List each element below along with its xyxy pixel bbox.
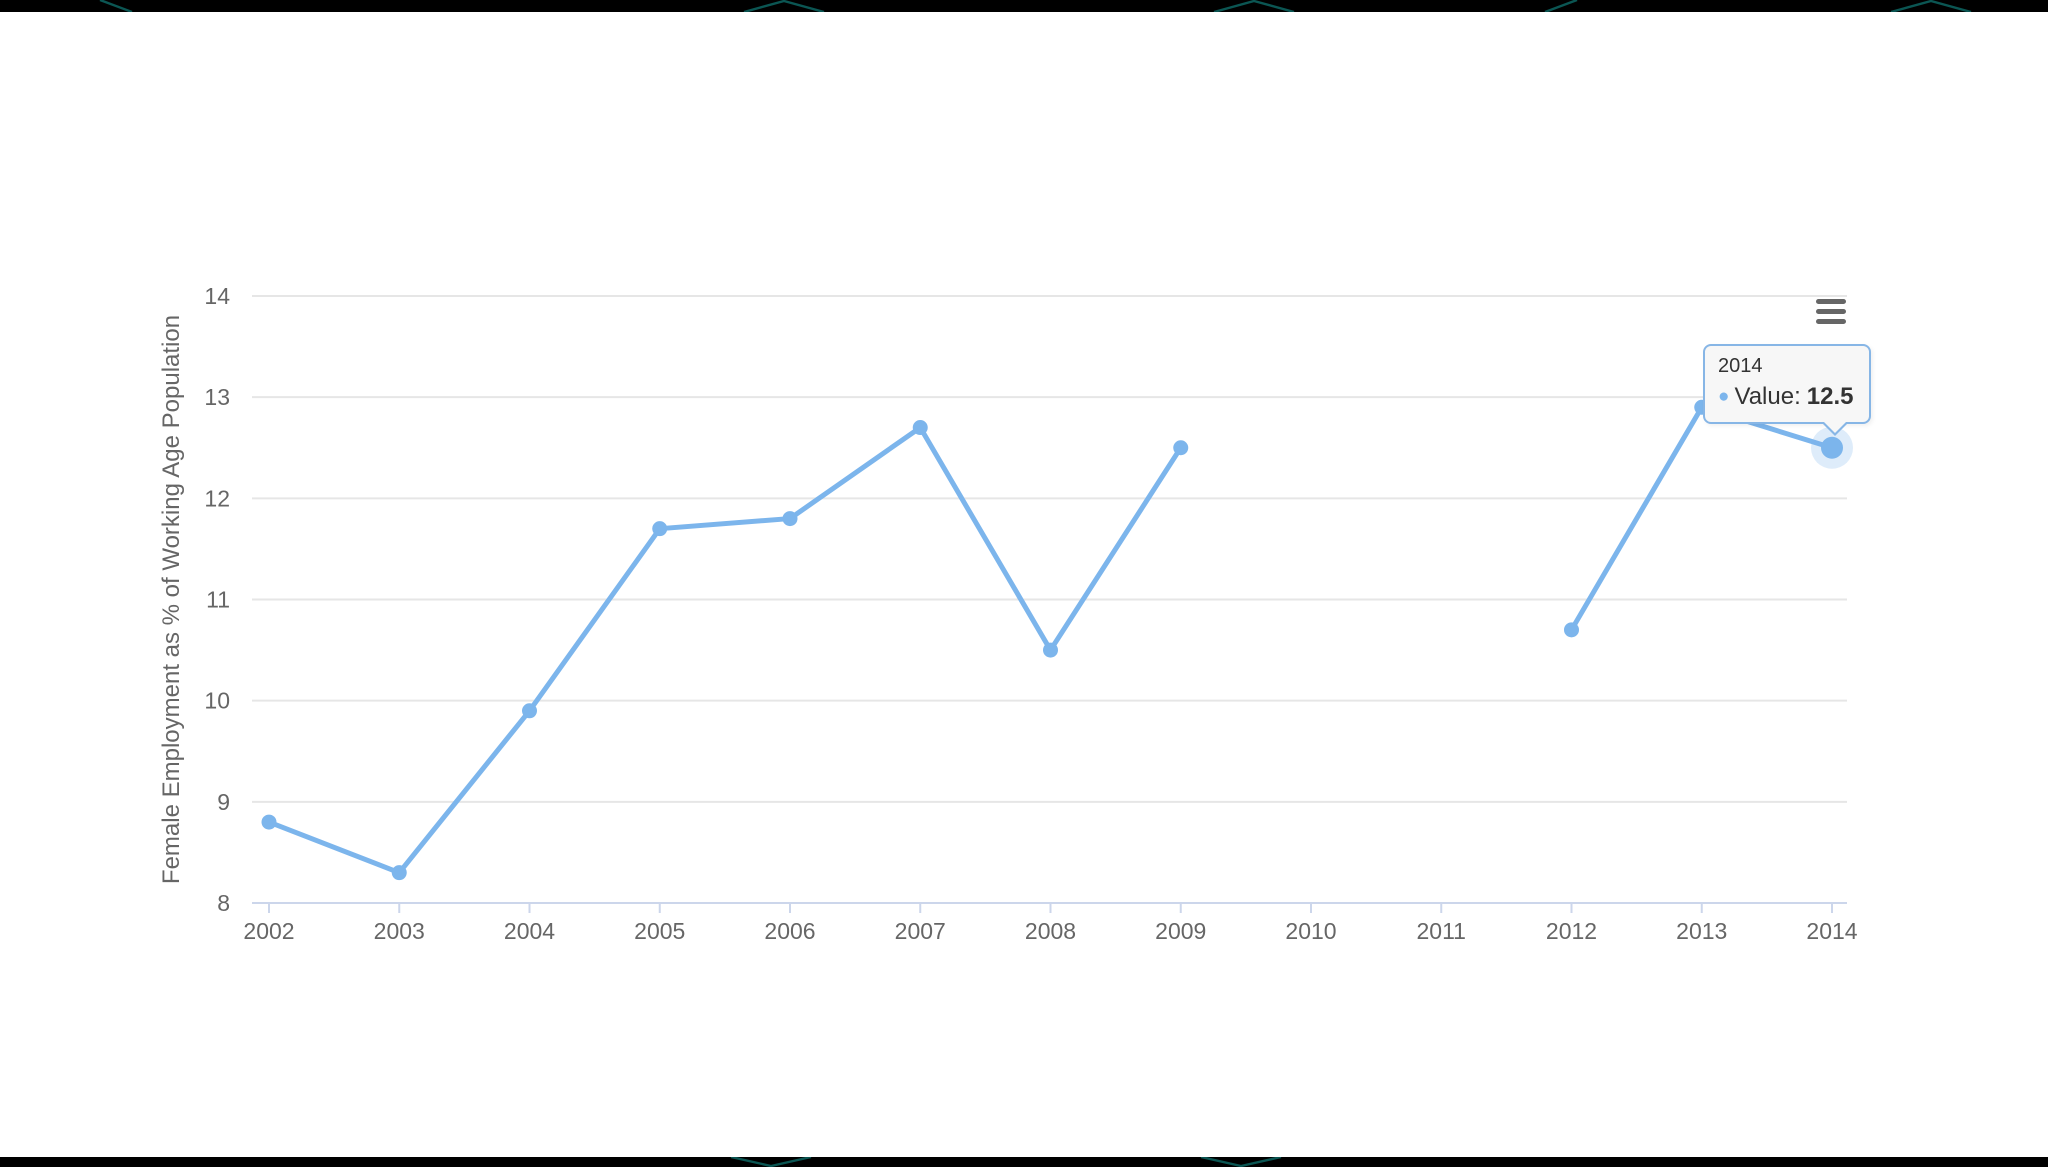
tooltip-series-label: Value: xyxy=(1734,383,1801,410)
data-point-2004[interactable] xyxy=(522,703,537,719)
x-axis-label: 2002 xyxy=(243,918,294,944)
data-point-2007[interactable] xyxy=(912,420,928,436)
x-axis-label: 2006 xyxy=(764,918,815,944)
data-point-2008[interactable] xyxy=(1043,642,1058,658)
y-axis-label: 14 xyxy=(204,283,230,309)
desktop-pattern-accent xyxy=(99,0,1972,12)
hamburger-icon xyxy=(1816,309,1846,314)
x-axis-label: 2011 xyxy=(1417,918,1466,944)
chart-export-menu-button[interactable] xyxy=(1814,297,1848,326)
data-point-2002[interactable] xyxy=(261,814,277,830)
x-axis-label: 2004 xyxy=(504,918,555,944)
y-axis-label: 10 xyxy=(204,688,230,714)
x-axis-label: 2010 xyxy=(1285,918,1336,944)
x-axis-label: 2007 xyxy=(895,918,946,944)
series-line xyxy=(266,404,1835,876)
y-axis-label: 13 xyxy=(204,384,230,410)
data-point-2006[interactable] xyxy=(782,511,798,527)
x-axis-label: 2003 xyxy=(374,918,425,944)
data-point-2005[interactable] xyxy=(652,521,668,537)
data-point-2009[interactable] xyxy=(1173,440,1189,456)
tooltip-category: 2014 xyxy=(1718,355,1763,377)
x-axis-label: 2009 xyxy=(1155,918,1206,944)
desktop-pattern-accent xyxy=(730,1157,1282,1167)
chart-tooltip: 2014 ● Value: 12.5 xyxy=(1703,344,1872,436)
tooltip-value: 12.5 xyxy=(1806,383,1854,410)
y-axis-label: 8 xyxy=(217,890,230,916)
x-axis-label: 2005 xyxy=(634,918,685,944)
data-point-2003[interactable] xyxy=(391,865,407,881)
y-axis-label: 11 xyxy=(206,587,230,613)
x-axis-label: 2014 xyxy=(1806,918,1857,944)
y-axis-label: 9 xyxy=(217,789,230,815)
tooltip-row: ● Value: 12.5 xyxy=(1718,383,1853,411)
tooltip-arrow xyxy=(1824,422,1846,433)
series-bullet-icon: ● xyxy=(1718,386,1730,407)
hamburger-icon xyxy=(1816,299,1846,304)
x-axis-label: 2012 xyxy=(1546,918,1597,944)
letterbox-top xyxy=(0,0,2048,12)
data-point-2014[interactable] xyxy=(1821,436,1843,459)
y-axis-label: 12 xyxy=(204,485,230,511)
y-axis-title: Female Employment as % of Working Age Po… xyxy=(158,315,185,884)
letterbox-bottom xyxy=(0,1157,2048,1167)
hamburger-icon xyxy=(1816,319,1846,324)
x-axis-label: 2008 xyxy=(1025,918,1076,944)
data-point-2012[interactable] xyxy=(1564,622,1579,638)
x-axis-label: 2013 xyxy=(1676,918,1727,944)
